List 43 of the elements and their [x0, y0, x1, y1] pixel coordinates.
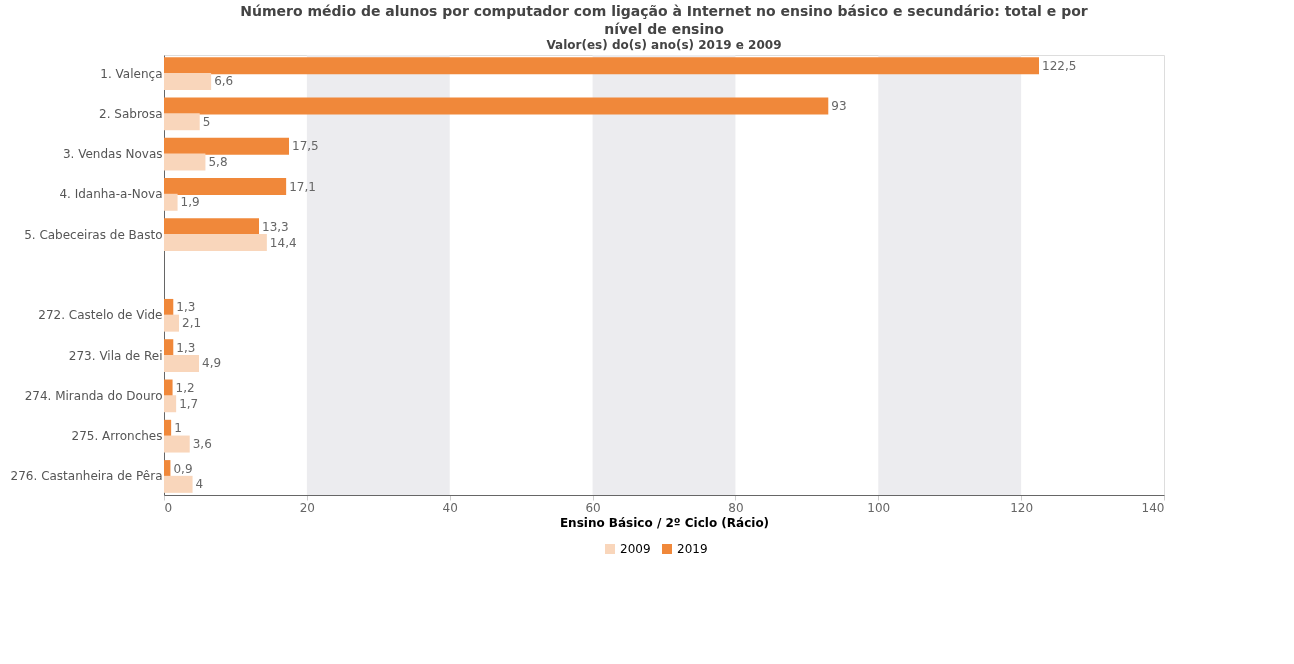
data-label: 0,9 [173, 461, 193, 476]
x-tick-label: 80 [728, 500, 744, 515]
data-label: 5,8 [208, 154, 228, 169]
chart-title: Número médio de alunos por computador com ligação à Internet no ensino básico e secundário: total e por nível de ensino [240, 3, 1088, 37]
y-tick-label: 2. Sabrosa [99, 106, 163, 121]
data-label: 6,6 [214, 74, 234, 89]
x-tick-label: 120 [1010, 500, 1034, 515]
data-label: 1 [174, 421, 182, 436]
x-tick-label: 60 [585, 500, 601, 515]
y-tick-label: 273. Vila de Rei [68, 348, 163, 363]
x-tick-label: 0 [164, 500, 173, 515]
y-tick-label: 4. Idanha-a-Nova [59, 187, 163, 202]
data-label: 3,6 [192, 437, 212, 452]
data-label: 1,3 [176, 340, 196, 355]
x-tick-label: 40 [442, 500, 458, 515]
data-label: 93 [831, 98, 847, 113]
x-tick-label: 140 [1141, 500, 1165, 515]
data-label: 17,1 [289, 179, 316, 194]
y-tick-label: 276. Castanheira de Pêra [10, 469, 163, 484]
data-label: 2,1 [182, 316, 202, 331]
data-label: 4,9 [202, 356, 222, 371]
data-label: 122,5 [1042, 58, 1077, 73]
data-label: 4 [195, 477, 204, 492]
data-label: 1,2 [175, 381, 195, 396]
y-tick-label: 5. Cabeceiras de Basto [24, 227, 163, 242]
data-label: 1,9 [180, 195, 200, 210]
data-label: 14,4 [269, 235, 297, 250]
data-label: 13,3 [262, 219, 289, 234]
y-tick-label: 1. Valença [100, 66, 163, 81]
data-label: 1,3 [176, 300, 196, 315]
x-axis-title: Ensino Básico / 2º Ciclo (Rácio) [559, 515, 770, 530]
x-tick-label: 100 [867, 500, 891, 515]
x-tick-label: 20 [299, 500, 315, 515]
legend-label: 2009 [620, 542, 651, 556]
y-tick-label: 3. Vendas Novas [62, 147, 163, 162]
y-tick-label: 275. Arronches [71, 429, 163, 444]
y-tick-label: 272. Castelo de Vide [38, 308, 163, 323]
data-label: 1,7 [179, 396, 199, 411]
data-label: 5 [202, 114, 211, 129]
chart-subtitle: Valor(es) do(s) ano(s) 2019 e 2009 [546, 38, 782, 52]
y-tick-label: 274. Miranda do Douro [24, 388, 163, 403]
data-label: 17,5 [292, 139, 319, 154]
legend-label: 2019 [677, 542, 708, 556]
